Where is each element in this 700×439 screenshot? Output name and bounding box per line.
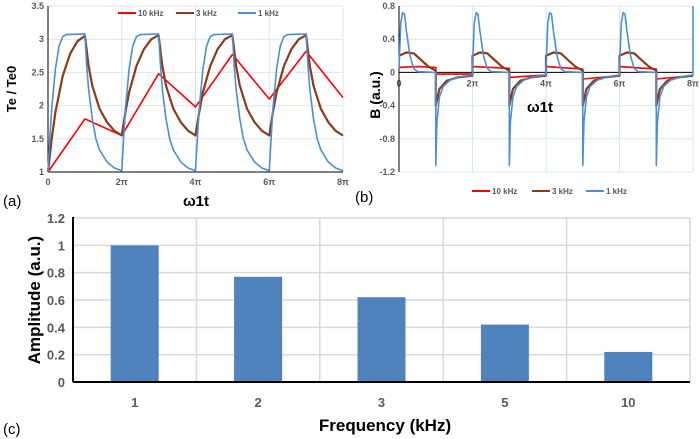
panel-b-legend-label-10-khz: 10 kHz	[492, 187, 517, 196]
panel-a-xtick-label: 2π	[116, 177, 128, 187]
panel-c-ytick-label: 0.6	[47, 293, 65, 308]
panel-b-xtick-label: 6π	[614, 78, 626, 88]
panel-b-xlabel: ω1t	[527, 99, 553, 116]
panel-c-ytick-label: 0	[58, 375, 65, 390]
panel-b-legend-label-3-khz: 3 kHz	[552, 187, 573, 196]
panel-b-ytick-label: 0	[390, 67, 395, 77]
panel-c-bar-10khz	[604, 351, 653, 382]
panel-a-ytick-label: 3.5	[31, 1, 44, 11]
panel-b-ylabel: B (a.u.)	[367, 71, 383, 118]
panel-c: 0 0.2 0.4 0.6 0.8 1 1.2 1 2 3 5 10	[47, 211, 691, 410]
panel-c-xtick-label: 3	[378, 395, 385, 410]
panel-a-ytick-label: 1	[39, 167, 44, 177]
panel-c-xtick-label: 1	[131, 395, 138, 410]
panel-a-xlabel: ω1t	[183, 193, 209, 210]
panel-a: 1 1.5 2 2.5 3 3.5 0 2π 4π 6π 8π 10 kHz 3 kHz 1 kHz	[31, 1, 349, 187]
panel-a-ytick-label: 2	[39, 101, 44, 111]
panel-a-xtick-label: 4π	[190, 177, 202, 187]
panel-a-legend-label-3-khz: 3 kHz	[196, 9, 217, 18]
panel-a-legend-label-10-khz: 10 kHz	[138, 9, 163, 18]
panel-c-bar-5khz	[480, 324, 529, 382]
panel-c-ytick-label: 0.8	[47, 266, 65, 281]
panel-b-ytick-label: -0.4	[379, 101, 395, 111]
panel-a-label: (a)	[3, 193, 21, 210]
panel-c-bar-2khz	[234, 276, 283, 382]
panel-a-xtick-label: 8π	[337, 177, 349, 187]
panel-b-legend-label-1-khz: 1 kHz	[606, 187, 627, 196]
panel-a-ytick-label: 1.5	[31, 134, 44, 144]
panel-a-ylabel: Te / Te0	[4, 66, 19, 112]
panel-b-label: (b)	[355, 189, 373, 206]
panel-b-xtick-label: 8π	[687, 78, 699, 88]
panel-b-ytick-label: 0.8	[382, 1, 395, 11]
panel-a-series-3-khz	[46, 34, 344, 173]
panel-b-xtick-label: 2π	[467, 78, 479, 88]
panel-c-ytick-label: 0.2	[47, 348, 65, 363]
panel-c-xtick-label: 10	[621, 395, 635, 410]
panel-c-xtick-label: 2	[254, 395, 261, 410]
panel-a-xtick-label: 6π	[263, 177, 275, 187]
panel-a-xtick-label: 0	[45, 177, 50, 187]
panel-c-ytick-label: 0.4	[47, 320, 66, 335]
panel-c-ytick-label: 1.2	[47, 211, 65, 226]
panel-b-ytick-label: -1.2	[379, 167, 395, 177]
panel-a-legend-label-1-khz: 1 kHz	[258, 9, 279, 18]
panel-c-bar-1khz	[110, 245, 159, 382]
panel-b-xtick-label: 4π	[540, 78, 552, 88]
panel-a-series-1-khz	[47, 33, 344, 173]
panel-c-ylabel: Amplitude (a.u.)	[25, 236, 44, 364]
panel-c-xlabel: Frequency (kHz)	[319, 416, 451, 435]
panel-a-ytick-label: 2.5	[31, 67, 44, 77]
panel-c-label: (c)	[3, 421, 21, 438]
panel-a-series-10-khz	[47, 50, 344, 173]
panel-c-xtick-label: 5	[501, 395, 508, 410]
panel-b-ytick-label: 0.4	[382, 34, 395, 44]
panel-c-ytick-label: 1	[58, 238, 65, 253]
panel-b-series-1-khz	[398, 6, 694, 167]
panel-c-bar-3khz	[357, 297, 406, 382]
panel-b-ytick-label: -0.8	[379, 134, 395, 144]
panel-a-ytick-label: 3	[39, 34, 44, 44]
